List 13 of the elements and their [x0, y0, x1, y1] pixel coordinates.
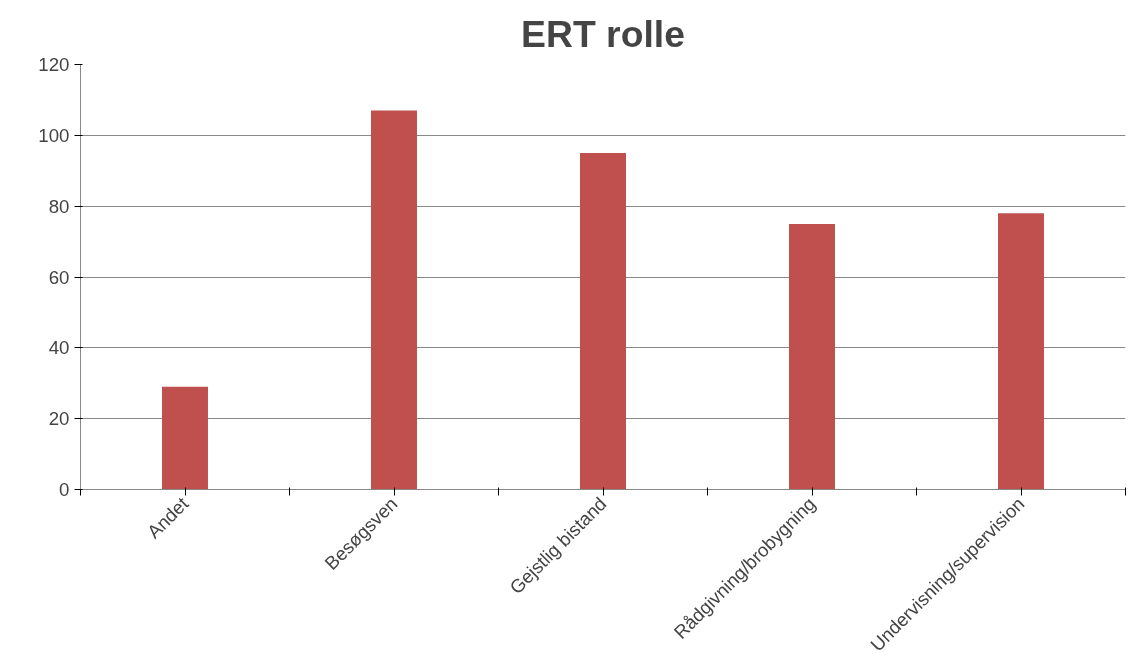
- y-tick-label: 20: [48, 408, 70, 430]
- bar: [162, 386, 208, 490]
- y-tick-label: 120: [38, 54, 70, 75]
- bar: [789, 223, 835, 490]
- y-tick-label: 0: [59, 479, 70, 500]
- y-tick-label: 100: [38, 124, 70, 146]
- bar: [998, 213, 1044, 490]
- bar: [580, 153, 626, 490]
- y-tick-label: 60: [48, 266, 70, 288]
- y-tick-label: 80: [48, 195, 70, 217]
- y-tick-label: 40: [48, 337, 70, 359]
- chart-title: ERT rolle: [521, 12, 685, 55]
- bar: [371, 110, 417, 490]
